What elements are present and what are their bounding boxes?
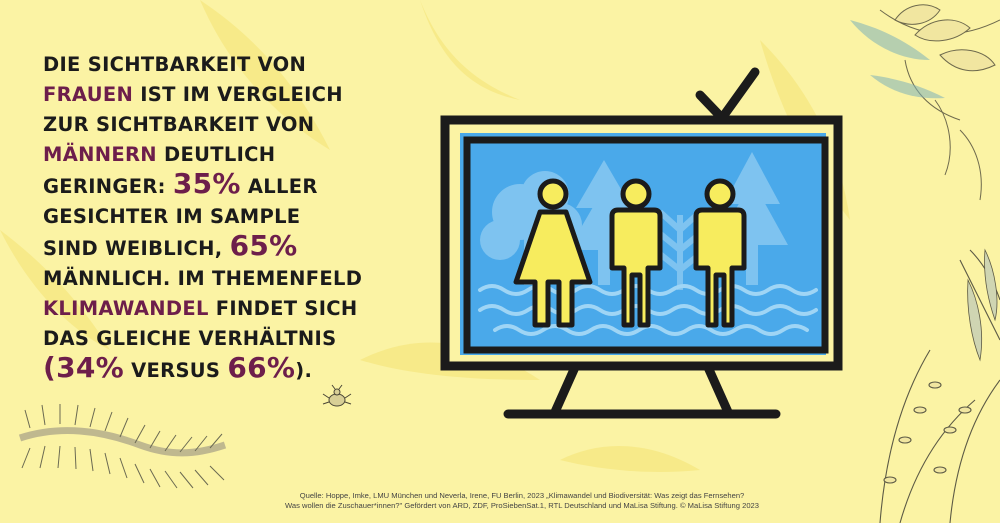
- highlight-klimawandel: KLIMAWANDEL: [43, 297, 209, 320]
- headline-line: GERINGER: 35% ALLER: [43, 167, 318, 200]
- man-figure-icon: [693, 178, 747, 328]
- woman-figure-icon: [513, 178, 593, 328]
- highlight-frauen: FRAUEN: [43, 83, 134, 106]
- headline-line: DIE SICHTBARKEIT VON: [43, 53, 307, 76]
- source-credit: Quelle: Hoppe, Imke, LMU München und Nev…: [262, 491, 782, 511]
- source-line: Was wollen die Zuschauer*innen?" Geförde…: [284, 501, 759, 510]
- stat-66-percent: 66%: [227, 351, 296, 384]
- man-figure-icon: [609, 178, 663, 328]
- headline-line: SIND WEIBLICH, 65%: [43, 229, 298, 262]
- highlight-maennern: MÄNNERN: [43, 143, 157, 166]
- headline-text: DIE SICHTBARKEIT VON FRAUEN IST IM VERGL…: [43, 50, 403, 386]
- headline-line: MÄNNLICH. IM THEMENFELD: [43, 267, 363, 290]
- stat-34-percent: 34%: [56, 351, 125, 384]
- headline-line: (34% VERSUS 66%).: [43, 351, 313, 384]
- headline-line: MÄNNERN DEUTLICH: [43, 143, 276, 166]
- centipede-illustration: [18, 404, 227, 489]
- headline-line: KLIMAWANDEL FINDET SICH: [43, 297, 358, 320]
- tv-stand: [503, 360, 781, 419]
- stat-35-percent: 35%: [172, 167, 241, 200]
- plant-illustration: [879, 4, 1000, 201]
- headline-line: DAS GLEICHE VERHÄLTNIS: [43, 327, 337, 350]
- tv-antenna: [695, 67, 760, 123]
- source-line: Quelle: Hoppe, Imke, LMU München und Nev…: [299, 491, 745, 500]
- headline-line: ZUR SICHTBARKEIT VON: [43, 113, 315, 136]
- headline-line: GESICHTER IM SAMPLE: [43, 205, 301, 228]
- headline-line: FRAUEN IST IM VERGLEICH: [43, 83, 343, 106]
- beetle-illustration: [322, 384, 352, 407]
- stat-65-percent: 65%: [229, 229, 298, 262]
